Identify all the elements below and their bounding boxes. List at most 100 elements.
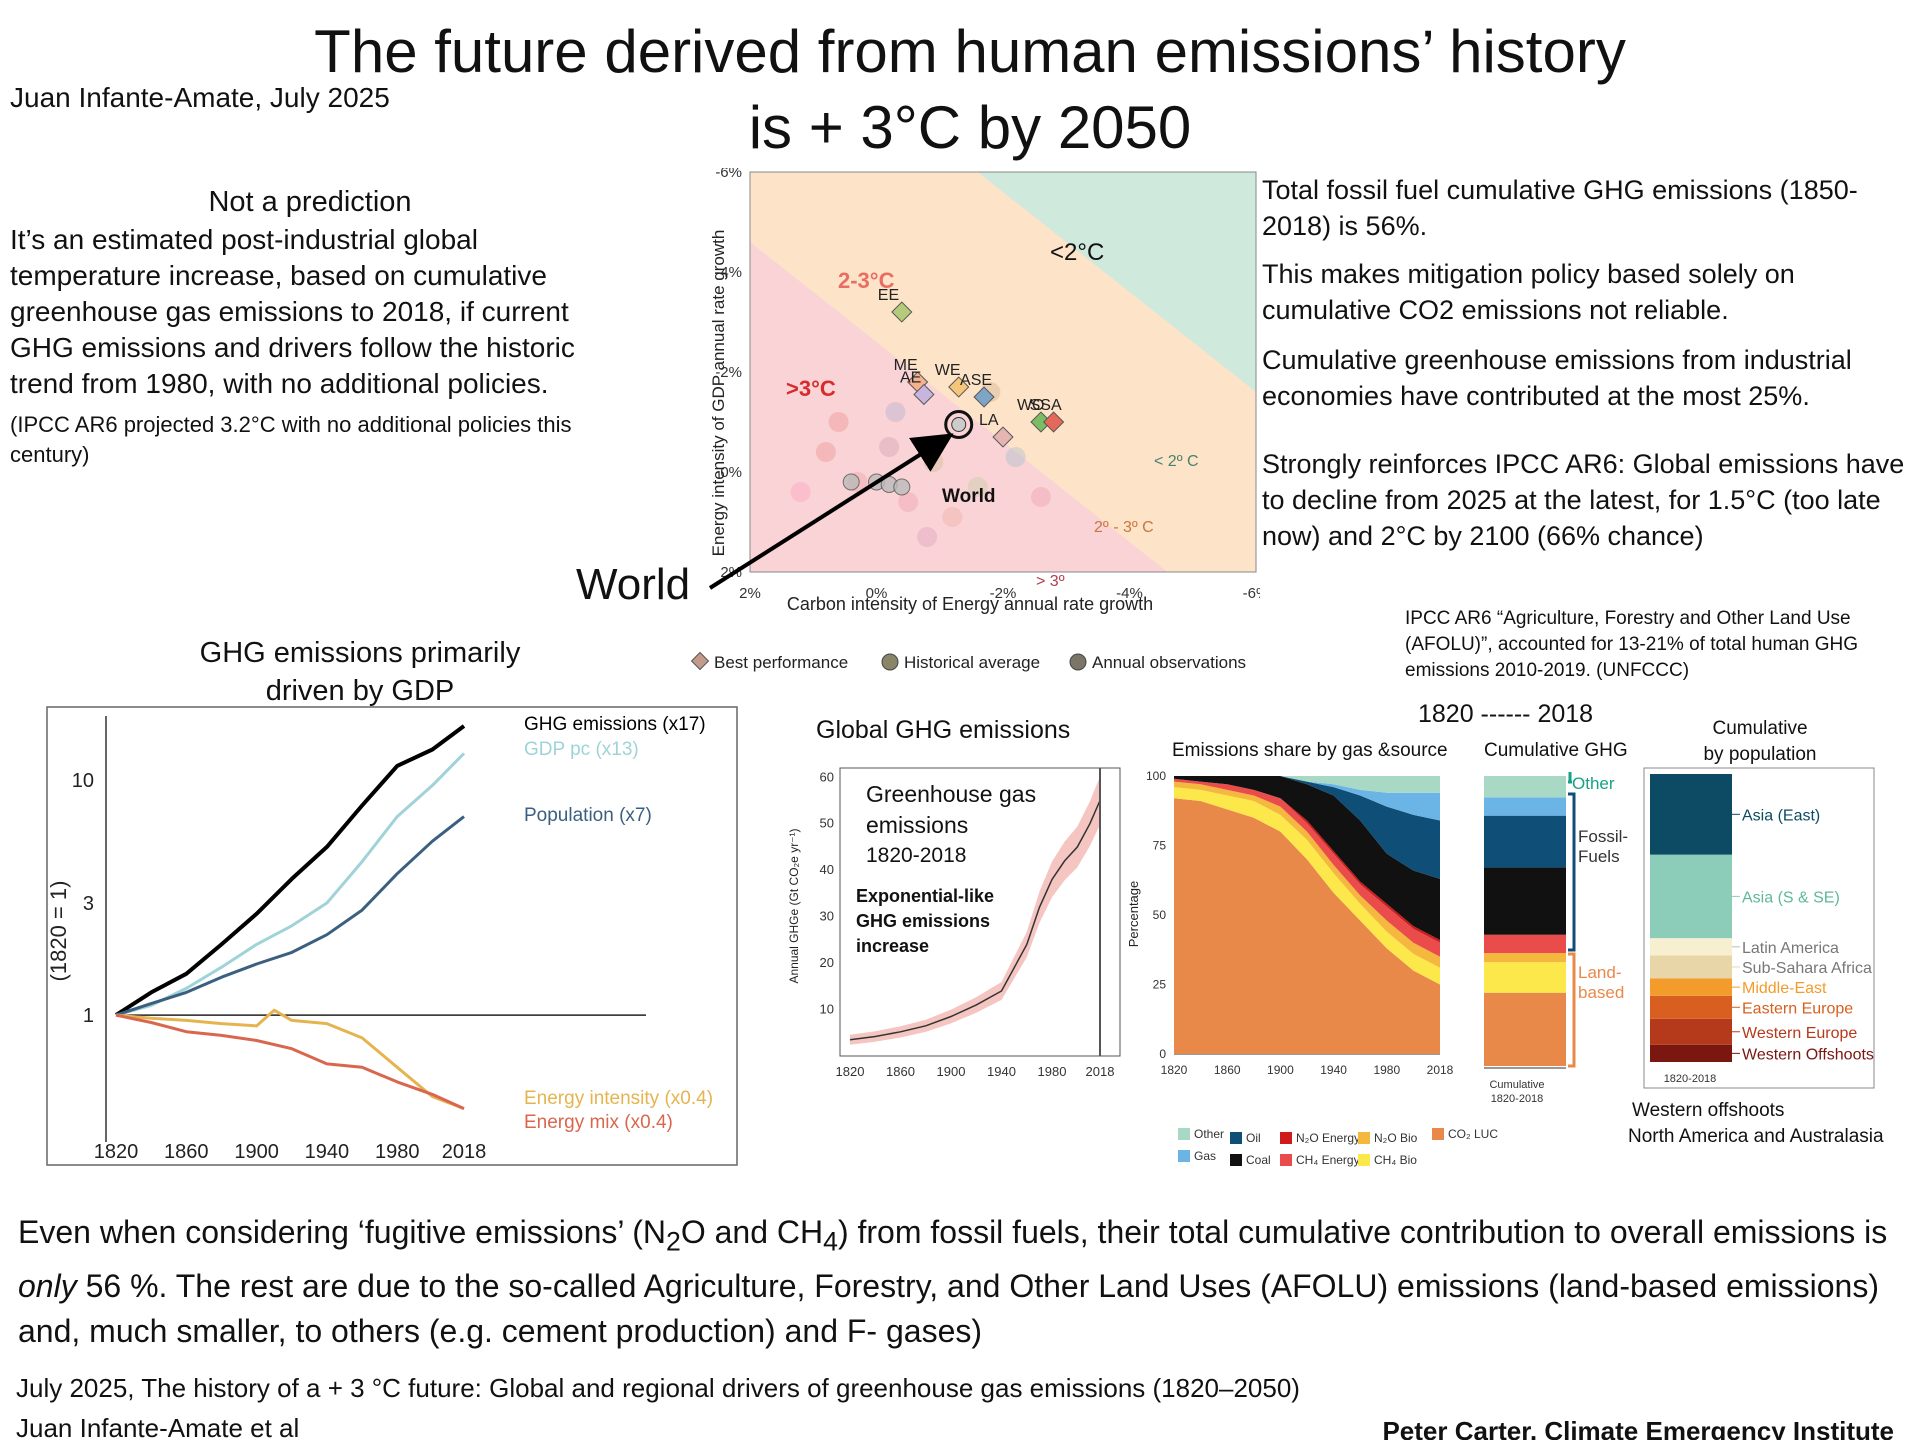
region-label: AE — [900, 370, 921, 387]
cumulative-cat-2: 1820-2018 — [1491, 1093, 1544, 1105]
legend-swatch — [1230, 1154, 1242, 1166]
share-chart: 0 25 50 75 100 1820 1860 1900 1940 1980 2018 Perce… — [1126, 769, 1454, 1077]
population-chart: Western Offshoots Western Europe Eastern E… — [1643, 767, 1875, 1089]
label-ghg: GHG emissions (x17) — [524, 714, 706, 735]
global-y-tick: 50 — [820, 816, 834, 831]
share-layer — [1174, 778, 1440, 943]
global-x-tick: 1820 — [836, 1064, 865, 1079]
share-title: Emissions share by gas &source — [1172, 740, 1448, 761]
population-label: Sub-Sahara Africa — [1742, 960, 1872, 977]
cumulative-segment — [1484, 934, 1566, 954]
ghg-gdp-lines — [114, 724, 466, 1111]
reference-1: July 2025, The history of a + 3 °C futur… — [16, 1373, 1300, 1403]
cumulative-segment — [1484, 962, 1566, 993]
cumulative-ghg-bar — [1484, 772, 1576, 1069]
share-layer — [1174, 787, 1440, 985]
legend-annual: Annual observations — [1092, 653, 1246, 672]
population-note-1: Western offshoots — [1632, 1100, 1785, 1121]
global-ghg-axes: 10 20 30 40 50 60 1820 1860 1900 1940 1980 2018 — [820, 767, 1121, 1079]
global-x-tick: 1980 — [1038, 1064, 1067, 1079]
legend-swatch — [1178, 1128, 1190, 1140]
ipcc-reinforce-text: Strongly reinforces IPCC AR6: Global emi… — [1262, 449, 1905, 551]
population-label: Western Europe — [1742, 1025, 1857, 1042]
reference-2: Juan Infante-Amate et al — [16, 1413, 300, 1440]
zone-right-2-3: 2º - 3º C — [1094, 519, 1154, 536]
author: Juan Infante-Amate, July 2025 — [10, 82, 390, 113]
population-segment — [1650, 1018, 1732, 1045]
observation-point — [790, 482, 811, 502]
global-ghg-y-label: Annual GHGe (Gt CO₂e yr⁻¹) — [787, 828, 801, 983]
share-y-tick: 50 — [1153, 908, 1167, 922]
legend-historical-icon — [881, 653, 899, 671]
world-point — [944, 410, 974, 439]
legend-swatch — [1432, 1128, 1444, 1140]
para-sub1: 2 — [666, 1226, 681, 1257]
population-label: Latin America — [1742, 940, 1839, 957]
share-x-tick: 1900 — [1267, 1063, 1294, 1077]
legend-label: Gas — [1194, 1149, 1216, 1163]
cumulative-ghg-title: Cumulative GHG — [1484, 740, 1628, 761]
ghg-gdp-axes: 1 3 10 1820 1860 1900 1940 1980 2018 — [72, 716, 646, 1163]
para-c: ) from fossil fuels, their total cumulat… — [837, 1214, 1888, 1250]
inner-title-1: Greenhouse gas — [866, 781, 1036, 807]
ipcc-note: (IPCC AR6 projected 3.2°C with no additi… — [10, 412, 572, 467]
population-label: Eastern Europe — [1742, 1000, 1853, 1017]
observation-point — [967, 477, 988, 497]
legend-swatch — [1178, 1150, 1190, 1162]
legend-historical: Historical average — [904, 653, 1040, 672]
observation-point — [1005, 447, 1026, 467]
world-arrow-line — [708, 433, 954, 590]
population-segment — [1650, 774, 1732, 855]
global-ghg-area — [849, 768, 1101, 1056]
observation-point — [1030, 487, 1051, 507]
emissions-line — [849, 800, 1101, 1041]
cumulative-segment — [1484, 992, 1566, 1066]
series-line — [115, 1013, 465, 1110]
global-y-tick: 60 — [820, 769, 834, 784]
share-x-tick: 1820 — [1161, 1063, 1188, 1077]
global-y-tick: 20 — [820, 955, 834, 970]
share-axes: 0 25 50 75 100 1820 1860 1900 1940 1980 2018 — [1146, 769, 1454, 1077]
fossil-share-text: Total fossil fuel cumulative GHG emissio… — [1262, 175, 1858, 241]
bracket-fossil — [1568, 792, 1576, 952]
scatter-x-label: Carbon intensity of Energy annual rate g… — [787, 594, 1153, 614]
global-ghg-title: Global GHG emissions — [816, 716, 1071, 744]
region-diamond — [1030, 411, 1052, 433]
population-label: Western Offshoots — [1742, 1046, 1874, 1063]
population-label: Asia (East) — [1742, 807, 1820, 824]
region-label: EE — [878, 287, 899, 304]
series-line — [115, 1008, 465, 1111]
bracket-other — [1568, 772, 1572, 784]
share-y-label: Percentage — [1126, 881, 1141, 948]
share-x-tick: 2018 — [1427, 1063, 1454, 1077]
observation-point — [898, 492, 919, 512]
legend-swatch — [1358, 1154, 1370, 1166]
scatter-x-tick: -2% — [990, 585, 1017, 602]
population-note-2: North America and Australasia — [1628, 1126, 1884, 1147]
observation-point — [885, 402, 906, 422]
share-layer — [1174, 776, 1440, 821]
scatter-legend: Best performance Historical average Annu… — [690, 651, 1246, 672]
scatter-plot-area — [749, 171, 1257, 573]
historical-point — [893, 478, 911, 496]
share-x-tick: 1940 — [1320, 1063, 1347, 1077]
population-segment — [1650, 978, 1732, 996]
bracket-land — [1568, 952, 1576, 1068]
not-prediction-heading: Not a prediction — [208, 186, 412, 218]
cumulative-cat-1: Cumulative — [1489, 1079, 1544, 1091]
population-title-1: Cumulative — [1712, 718, 1808, 739]
ghg-gdp-x-tick: 1860 — [164, 1141, 209, 1163]
ghg-gdp-y-label: (1820 = 1) — [46, 881, 71, 982]
label-land-2: based — [1578, 983, 1624, 1002]
world-big-label: World — [576, 560, 691, 609]
para-d: 56 %. The rest are due to the so-called … — [18, 1268, 1879, 1350]
share-y-tick: 0 — [1159, 1047, 1166, 1061]
share-layer — [1174, 781, 1440, 968]
scatter-y-label: Energy intensity of GDP annual rate grow… — [709, 230, 728, 557]
observation-point — [815, 442, 836, 462]
scatter-frame — [749, 171, 1257, 573]
credit: Peter Carter, Climate Emergency Institut… — [1382, 1416, 1894, 1440]
population-category: 1820-2018 — [1664, 1073, 1717, 1085]
